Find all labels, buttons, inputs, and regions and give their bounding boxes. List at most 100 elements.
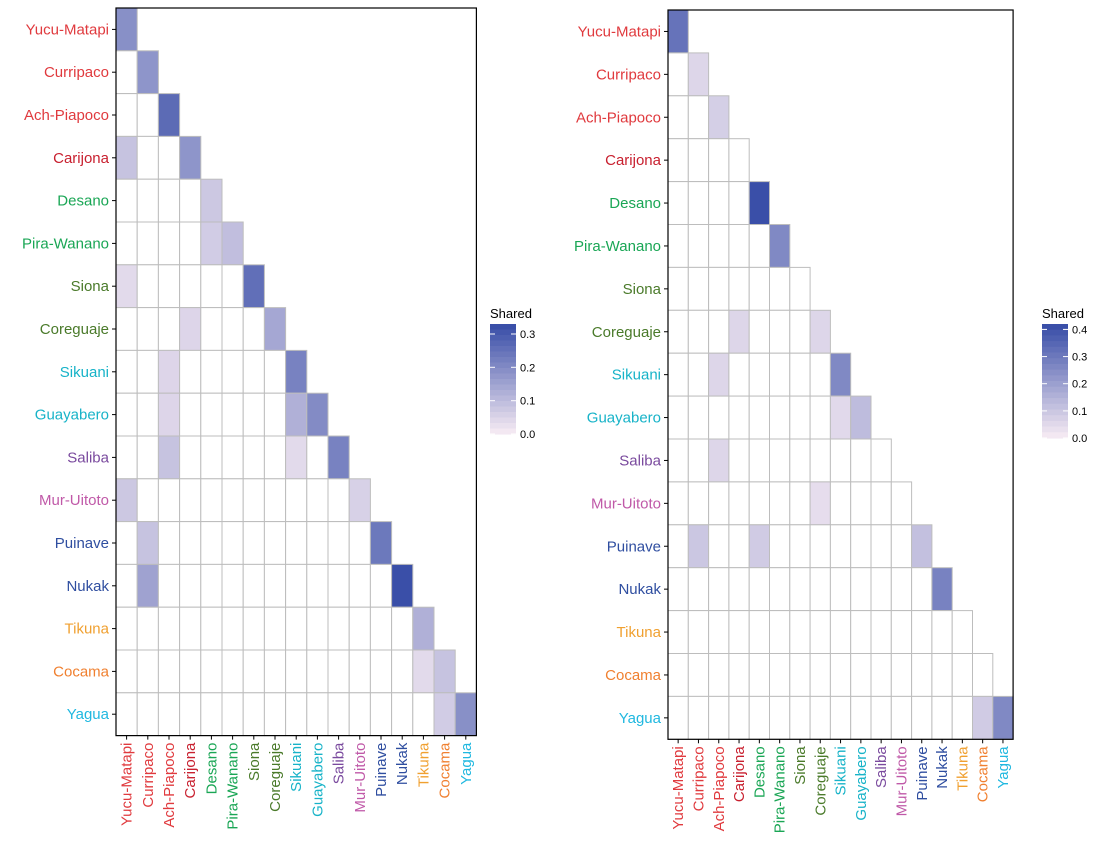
heatmap-cell-right-r13-c1 — [687, 567, 710, 612]
heatmap-cell-right-r7-c7 — [809, 309, 831, 354]
col-label-right-15: Cocama — [975, 746, 992, 803]
heatmap-cell-right-r6-c5 — [769, 266, 791, 311]
heatmap-cell-left-r6-c3 — [179, 264, 202, 309]
heatmap-cell-right-r4-c2 — [708, 181, 730, 226]
heatmap-cell-right-r16-c12 — [911, 695, 933, 740]
heatmap-cell-left-r15-c13 — [391, 649, 414, 694]
row-label-left-16: Yagua — [67, 706, 110, 723]
heatmap-cell-left-r12-c0 — [115, 521, 138, 565]
legend-title-left: Shared — [490, 306, 532, 321]
heatmap-cell-left-r4-c0 — [115, 178, 138, 223]
heatmap-cell-right-r9-c9 — [850, 395, 872, 440]
heatmap-cell-left-r11-c0 — [115, 478, 138, 523]
heatmap-cell-right-r13-c4 — [748, 567, 771, 612]
legend-swatch-right-18 — [1042, 426, 1068, 433]
legend-swatch-left-19 — [490, 428, 516, 435]
heatmap-cell-left-r13-c7 — [263, 563, 287, 608]
heatmap-cell-left-r13-c5 — [221, 563, 244, 608]
legend-swatch-left-5 — [490, 351, 516, 358]
heatmap-cell-left-r11-c7 — [263, 478, 287, 523]
heatmap-cell-right-r10-c7 — [809, 438, 831, 483]
heatmap-cell-right-r3-c2 — [708, 138, 730, 183]
heatmap-cell-right-r7-c5 — [769, 309, 791, 354]
legend-swatch-left-17 — [490, 417, 516, 424]
heatmap-cell-left-r13-c13 — [391, 563, 414, 608]
heatmap-cell-left-r16-c11 — [348, 692, 371, 737]
row-label-left-2: Ach-Piapoco — [24, 107, 109, 124]
legend-swatch-right-1 — [1042, 329, 1068, 336]
heatmap-cell-right-r6-c4 — [748, 266, 771, 311]
heatmap-cell-left-r4-c1 — [136, 178, 159, 223]
heatmap-cell-right-r12-c1 — [687, 524, 710, 569]
heatmap-cell-right-r12-c0 — [667, 524, 689, 569]
heatmap-cell-left-r5-c2 — [157, 221, 181, 266]
heatmap-cell-left-r14-c8 — [285, 606, 308, 651]
heatmap-cell-left-r2-c1 — [136, 93, 159, 137]
col-label-right-5: Pira-Wanano — [772, 746, 789, 833]
heatmap-cell-left-r15-c5 — [221, 649, 244, 694]
heatmap-cell-left-r16-c13 — [391, 692, 414, 737]
heatmap-cell-left-r16-c4 — [200, 692, 223, 737]
heatmap-cell-left-r14-c3 — [179, 606, 202, 651]
legend-swatch-right-2 — [1042, 335, 1068, 342]
heatmap-cell-right-r3-c0 — [667, 138, 689, 183]
heatmap-cell-left-r14-c9 — [306, 606, 329, 651]
heatmap-cell-left-r16-c5 — [221, 692, 244, 737]
heatmap-cell-left-r8-c3 — [179, 349, 202, 394]
col-label-left-14: Tikuna — [415, 742, 432, 787]
heatmap-cell-left-r11-c3 — [179, 478, 202, 523]
heatmap-cell-right-r11-c8 — [829, 481, 852, 526]
heatmap-cell-left-r10-c9 — [306, 435, 329, 480]
heatmap-cell-right-r14-c7 — [809, 610, 831, 654]
heatmap-cell-right-r3-c1 — [687, 138, 710, 183]
heatmap-cell-left-r7-c0 — [115, 307, 138, 351]
heatmap-cell-right-r12-c10 — [870, 524, 892, 569]
heatmap-cell-right-r15-c2 — [708, 653, 730, 697]
legend-swatch-right-13 — [1042, 398, 1068, 405]
heatmap-cell-right-r11-c0 — [667, 481, 689, 526]
heatmap-cell-left-r14-c4 — [200, 606, 223, 651]
heatmap-cell-right-r15-c12 — [911, 653, 933, 697]
heatmap-panel-right: Yucu-MatapiCurripacoAch-PiapocoCarijonaD… — [574, 9, 1087, 833]
heatmap-cell-left-r10-c7 — [263, 435, 287, 480]
legend-swatch-left-15 — [490, 406, 516, 413]
heatmap-cell-left-r11-c11 — [348, 478, 371, 523]
heatmap-cell-left-r9-c9 — [306, 392, 329, 437]
heatmap-cell-left-r8-c5 — [221, 349, 244, 394]
heatmap-cell-left-r15-c12 — [369, 649, 393, 694]
heatmap-cell-right-r15-c3 — [728, 653, 750, 697]
legend-swatch-left-14 — [490, 401, 516, 408]
heatmap-cell-right-r7-c1 — [687, 309, 710, 354]
col-label-right-1: Curripaco — [691, 746, 708, 811]
legend-swatch-left-18 — [490, 423, 516, 430]
legend-tick-label-right-2: 0.2 — [1072, 379, 1087, 391]
heatmap-cell-right-r14-c14 — [951, 610, 974, 654]
heatmap-cell-right-r14-c3 — [728, 610, 750, 654]
col-label-right-0: Yucu-Matapi — [670, 746, 687, 829]
row-label-left-9: Guayabero — [35, 407, 109, 424]
legend-left: Shared 0.3 0.2 0.1 0.0 — [490, 306, 535, 441]
col-label-right-8: Sikuani — [833, 746, 850, 795]
heatmap-cell-right-r12-c2 — [708, 524, 730, 569]
heatmap-cell-left-r5-c0 — [115, 221, 138, 266]
heatmap-cell-right-r9-c7 — [809, 395, 831, 440]
legend-swatch-right-5 — [1042, 352, 1068, 359]
heatmap-cell-left-r12-c1 — [136, 521, 159, 565]
heatmap-cell-right-r15-c0 — [667, 653, 689, 697]
legend-swatch-right-17 — [1042, 420, 1068, 428]
col-label-left-6: Siona — [246, 742, 263, 781]
heatmap-cell-right-r16-c6 — [789, 695, 811, 740]
heatmap-cell-right-r10-c5 — [769, 438, 791, 483]
row-label-right-4: Desano — [609, 195, 661, 212]
legend-swatch-left-12 — [490, 390, 516, 397]
row-label-right-7: Coreguaje — [592, 324, 661, 341]
heatmap-cell-right-r15-c8 — [829, 653, 852, 697]
heatmap-cell-right-r7-c4 — [748, 309, 771, 354]
heatmap-cell-right-r10-c6 — [789, 438, 811, 483]
heatmap-cell-right-r9-c1 — [687, 395, 710, 440]
legend-tick-label-left-3: 0.0 — [520, 429, 535, 441]
heatmap-cell-left-r16-c3 — [179, 692, 202, 737]
legend-swatch-right-4 — [1042, 346, 1068, 354]
heatmap-cell-left-r15-c2 — [157, 649, 181, 694]
row-label-left-3: Carijona — [53, 150, 110, 167]
